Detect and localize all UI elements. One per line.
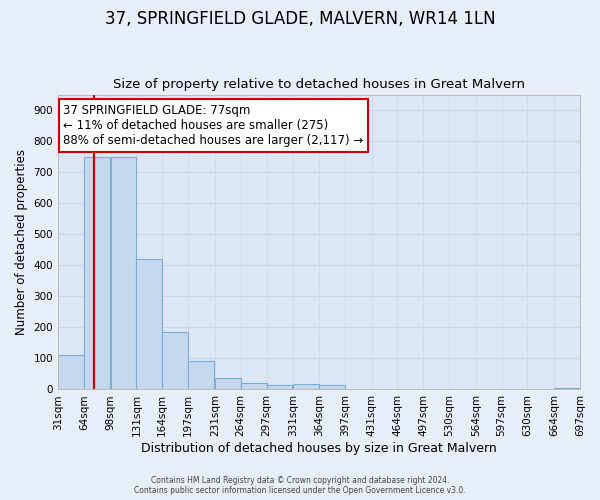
- Bar: [110, 157, 136, 390]
- Bar: [136, 260, 162, 390]
- Bar: [162, 332, 188, 390]
- Y-axis label: Number of detached properties: Number of detached properties: [15, 149, 28, 335]
- Bar: [84, 157, 110, 390]
- Title: Size of property relative to detached houses in Great Malvern: Size of property relative to detached ho…: [113, 78, 525, 91]
- Text: 37 SPRINGFIELD GLADE: 77sqm
← 11% of detached houses are smaller (275)
88% of se: 37 SPRINGFIELD GLADE: 77sqm ← 11% of det…: [63, 104, 364, 147]
- Bar: [266, 385, 292, 390]
- Bar: [293, 384, 319, 390]
- Text: Contains HM Land Registry data © Crown copyright and database right 2024.
Contai: Contains HM Land Registry data © Crown c…: [134, 476, 466, 495]
- Bar: [58, 356, 84, 390]
- Bar: [241, 384, 266, 390]
- Bar: [188, 361, 214, 390]
- Text: 37, SPRINGFIELD GLADE, MALVERN, WR14 1LN: 37, SPRINGFIELD GLADE, MALVERN, WR14 1LN: [104, 10, 496, 28]
- X-axis label: Distribution of detached houses by size in Great Malvern: Distribution of detached houses by size …: [141, 442, 497, 455]
- Bar: [319, 385, 345, 390]
- Bar: [215, 378, 241, 390]
- Bar: [554, 388, 580, 390]
